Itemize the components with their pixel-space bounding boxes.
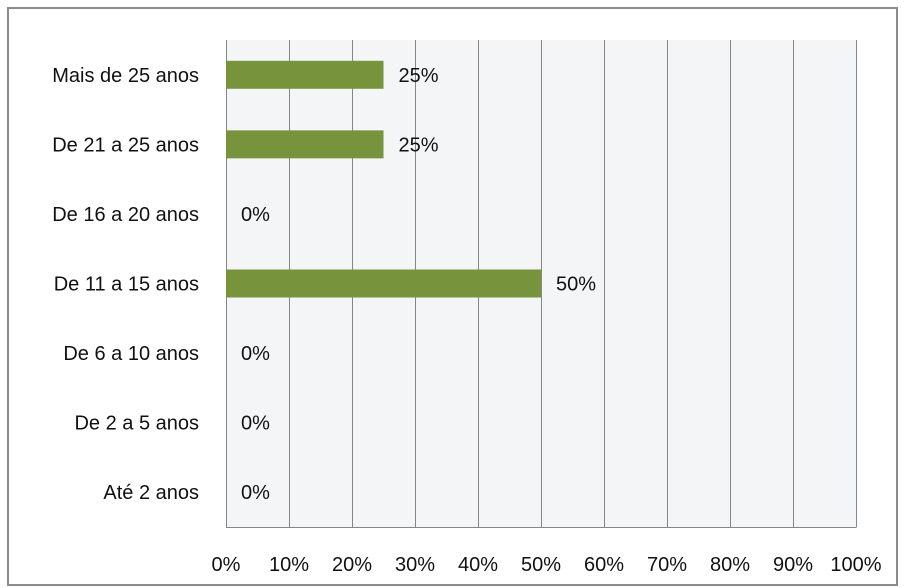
x-tick-label: 100% [830, 554, 881, 576]
category-label: De 16 a 20 anos [52, 204, 199, 226]
data-label: 25% [399, 134, 439, 156]
x-tick-label: 20% [332, 554, 372, 576]
x-tick-label: 40% [458, 554, 498, 576]
x-tick-label: 10% [269, 554, 309, 576]
data-label: 0% [241, 343, 270, 365]
category-label: Até 2 anos [103, 482, 199, 504]
data-label: 25% [399, 65, 439, 87]
category-axis-labels: Mais de 25 anos De 21 a 25 anos De 16 a 20… [52, 65, 199, 504]
bar [226, 269, 541, 298]
x-tick-label: 70% [647, 554, 687, 576]
category-label: Mais de 25 anos [52, 65, 199, 87]
x-tick-label: 30% [395, 554, 435, 576]
bars: 25% 25% 0% 50% 0% 0% 0% [226, 60, 596, 504]
value-axis-ticks: 0% 10% 20% 30% 40% 50% 60% 70% 80% 90% 100% [212, 554, 882, 576]
data-label: 0% [241, 204, 270, 226]
data-label: 0% [241, 482, 270, 504]
x-tick-label: 90% [773, 554, 813, 576]
x-tick-label: 50% [521, 554, 561, 576]
data-label: 0% [241, 413, 270, 435]
x-tick-label: 60% [584, 554, 624, 576]
bar [226, 60, 384, 89]
data-label: 50% [556, 274, 596, 296]
category-label: De 2 a 5 anos [74, 413, 199, 435]
bar [226, 130, 384, 159]
x-tick-label: 80% [710, 554, 750, 576]
category-label: De 6 a 10 anos [63, 343, 199, 365]
category-label: De 21 a 25 anos [52, 134, 199, 156]
gridlines [226, 40, 857, 528]
category-label: De 11 a 15 anos [54, 274, 199, 296]
x-tick-label: 0% [212, 554, 241, 576]
